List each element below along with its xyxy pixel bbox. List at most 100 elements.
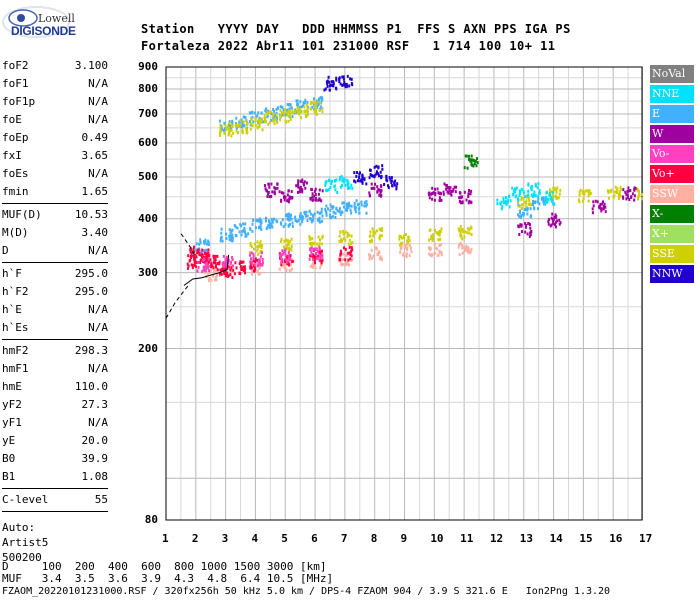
data-point-vo- [227,258,230,262]
data-point-vo- [261,258,264,261]
param-row: hmF2 298.3 [2,342,108,360]
data-point-e [300,105,303,109]
data-point-ssw [208,276,211,280]
data-point-nnw [393,181,396,185]
data-point-w [290,190,293,193]
param-value: 110.0 [74,380,108,393]
data-point-e [260,219,263,223]
data-point-vo- [289,257,292,261]
data-point-nnw [385,178,388,182]
data-point-w [555,220,557,224]
param-row: fxI 3.65 [2,147,108,165]
data-point-sse [351,241,354,245]
param-separator [2,511,108,512]
data-point-nnw [389,178,392,182]
data-point-x- [465,154,468,158]
data-point-sse [609,190,612,194]
data-point-sse [310,244,313,248]
data-point-sse [440,227,443,231]
data-point-nne [514,195,517,199]
data-point-e [230,234,232,238]
data-point-w [454,190,457,194]
param-separator [2,262,108,263]
data-point-sse [219,134,221,137]
legend-item-nnw: NNW [650,265,694,283]
data-point-vo- [195,261,198,265]
data-point-w [552,218,555,222]
data-point-vo- [204,252,207,256]
data-point-ssw [406,246,409,250]
data-point-w [450,193,453,197]
data-point-sse [619,186,622,190]
data-point-vo- [210,261,213,265]
x-tick-label: 9 [400,532,408,545]
data-point-vo- [189,258,192,262]
data-point-e [276,106,279,110]
data-point-vo- [286,255,289,259]
param-value: 0.49 [81,131,109,144]
data-point-nne [545,200,548,204]
param-value: 298.3 [74,344,108,357]
data-point-e [220,235,223,239]
data-point-sse [588,189,591,193]
data-point-e [248,120,251,124]
data-point-sse [549,188,552,192]
data-point-vo- [189,248,192,252]
data-point-w [301,190,304,194]
data-point-nnw [355,174,358,178]
data-point-sse [263,113,266,117]
data-point-e [540,197,543,201]
data-point-sse [587,194,590,198]
data-point-w [530,230,533,234]
data-point-sse [432,233,435,237]
data-point-e [334,211,337,215]
data-point-nne [520,187,523,191]
data-point-w [280,191,283,195]
data-point-nne [330,182,333,185]
data-point-sse [401,236,404,240]
data-point-e [534,200,537,204]
data-point-sse [288,246,291,250]
data-point-sse [461,237,464,241]
data-point-vo- [339,249,342,253]
data-point-sse [258,244,261,248]
data-point-e [519,210,521,214]
x-tick-label: 11 [460,532,474,545]
data-point-vo- [213,256,216,260]
data-point-ssw [288,269,291,273]
data-point-w [284,195,287,199]
data-point-vo- [243,265,246,269]
data-point-vo- [214,258,217,262]
data-point-e [318,97,321,101]
data-point-sse [254,119,257,123]
data-point-vo- [205,264,208,268]
x-tick-label: 12 [489,532,504,545]
data-point-sse [381,228,384,232]
data-point-vo- [190,251,193,255]
param-label: foF1 [2,77,29,90]
data-point-w [554,223,557,227]
data-point-ssw [376,252,379,256]
param-row: h`F 295.0 [2,265,108,283]
data-point-vo- [225,258,228,261]
data-point-e [294,108,297,112]
data-point-sse [548,189,551,193]
data-point-vo- [281,258,284,262]
data-point-vo- [288,263,291,267]
param-row: hmF1 N/A [2,360,108,378]
data-point-ssw [370,248,373,252]
data-point-w [314,196,317,200]
data-point-e [532,203,534,206]
data-point-ssw [410,250,413,254]
data-point-w [271,190,274,194]
data-point-e [258,225,261,229]
ionogram-plot [165,66,643,521]
data-point-sse [342,232,345,236]
data-point-vo- [205,258,208,262]
data-point-w [445,187,448,191]
data-point-sse [520,196,523,200]
data-point-e [241,229,244,233]
data-point-vo- [193,255,195,259]
data-point-nne [330,179,333,183]
data-point-vo- [187,266,189,270]
